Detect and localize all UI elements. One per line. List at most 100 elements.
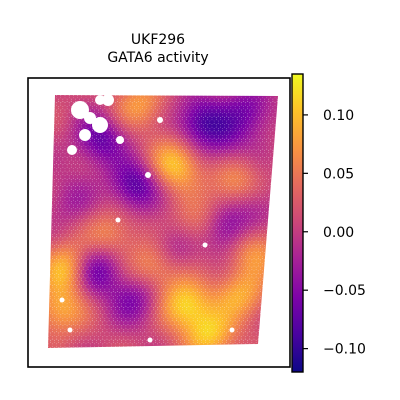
spot-mark xyxy=(241,167,246,172)
spot-mark xyxy=(71,163,76,169)
spot-mark xyxy=(148,123,154,129)
spot-mark xyxy=(192,244,198,249)
spot-mark xyxy=(245,218,250,224)
spot-mark xyxy=(224,277,229,282)
spot-mark xyxy=(251,346,257,348)
spot-mark xyxy=(102,130,108,136)
spot-mark xyxy=(169,160,175,165)
spot-mark xyxy=(262,320,267,326)
spot-mark xyxy=(218,163,223,169)
spot-mark xyxy=(100,178,106,183)
spot-mark xyxy=(180,266,185,271)
spot-mark xyxy=(197,207,202,213)
spot-mark xyxy=(260,222,265,227)
spot-mark xyxy=(73,284,78,289)
spot-mark xyxy=(138,266,143,271)
spot-mark xyxy=(129,273,135,278)
spot-mark xyxy=(224,196,229,202)
spot-mark xyxy=(260,251,265,257)
spot-mark xyxy=(253,211,259,216)
spot-mark xyxy=(144,240,150,246)
spot-mark xyxy=(167,127,173,132)
spot-mark xyxy=(270,218,276,224)
spot-mark xyxy=(201,134,206,140)
spot-mark xyxy=(182,116,187,121)
spot-mark xyxy=(253,225,259,231)
spot-mark xyxy=(75,156,80,162)
spot-mark xyxy=(226,214,232,220)
spot-mark xyxy=(134,163,139,169)
spot-mark xyxy=(104,141,110,147)
spot-mark xyxy=(234,163,240,169)
spot-mark xyxy=(125,251,131,257)
spot-mark xyxy=(245,204,250,209)
spot-mark xyxy=(62,273,68,278)
spot-mark xyxy=(171,193,177,198)
spot-mark xyxy=(132,160,137,165)
spot-mark xyxy=(66,273,72,278)
spot-mark xyxy=(73,277,78,282)
spot-mark xyxy=(220,277,225,282)
spot-mark xyxy=(222,178,227,183)
spot-mark xyxy=(226,134,232,140)
spot-mark xyxy=(192,149,198,154)
spot-mark xyxy=(111,167,116,172)
spot-mark xyxy=(148,95,154,99)
spot-mark xyxy=(140,189,145,194)
spot-mark xyxy=(56,262,61,267)
spot-mark xyxy=(62,178,68,183)
spot-mark xyxy=(209,280,215,286)
colorbar-tick-label: −0.05 xyxy=(323,283,366,299)
spot-mark xyxy=(108,119,114,125)
spot-mark xyxy=(96,236,101,242)
spot-mark xyxy=(251,156,257,162)
spot-mark xyxy=(140,218,145,224)
spot-mark xyxy=(232,269,238,275)
spot-mark xyxy=(125,280,131,286)
spot-mark xyxy=(66,214,72,220)
spot-mark xyxy=(274,130,278,136)
spot-mark xyxy=(111,160,116,165)
spot-mark xyxy=(226,266,232,271)
spot-mark xyxy=(50,229,55,235)
spot-mark xyxy=(216,262,221,267)
spot-mark xyxy=(48,277,49,282)
spot-mark xyxy=(205,149,211,154)
spot-mark xyxy=(220,152,225,158)
spot-mark xyxy=(71,119,76,125)
spot-mark xyxy=(224,218,229,224)
spot-mark xyxy=(197,156,202,162)
spot-mark xyxy=(144,138,150,143)
spot-mark xyxy=(159,156,164,162)
spot-mark xyxy=(100,222,106,227)
spot-mark xyxy=(237,218,242,224)
spot-mark xyxy=(121,163,127,169)
spot-mark xyxy=(266,130,271,136)
spot-mark xyxy=(102,174,108,180)
spot-mark xyxy=(247,258,253,264)
spot-mark xyxy=(129,119,135,125)
spot-mark xyxy=(237,211,242,216)
spot-mark xyxy=(195,269,200,275)
spot-mark xyxy=(144,123,150,129)
spot-mark xyxy=(48,163,51,169)
spot-mark xyxy=(77,160,82,165)
spot-mark xyxy=(81,247,87,253)
spot-mark xyxy=(195,174,200,180)
spot-mark xyxy=(42,222,47,227)
spot-mark xyxy=(121,193,127,198)
spot-mark xyxy=(258,138,263,143)
spot-mark xyxy=(197,222,202,227)
spot-mark xyxy=(138,98,143,103)
spot-mark xyxy=(224,262,229,267)
spot-mark xyxy=(83,149,89,154)
spot-mark xyxy=(270,240,276,246)
spot-mark xyxy=(136,225,141,231)
spot-mark xyxy=(71,156,76,162)
spot-mark xyxy=(138,346,143,348)
spot-mark xyxy=(274,277,278,282)
spot-mark xyxy=(264,95,269,96)
spot-mark xyxy=(186,152,192,158)
spot-mark xyxy=(115,225,120,231)
spot-mark xyxy=(125,346,131,348)
